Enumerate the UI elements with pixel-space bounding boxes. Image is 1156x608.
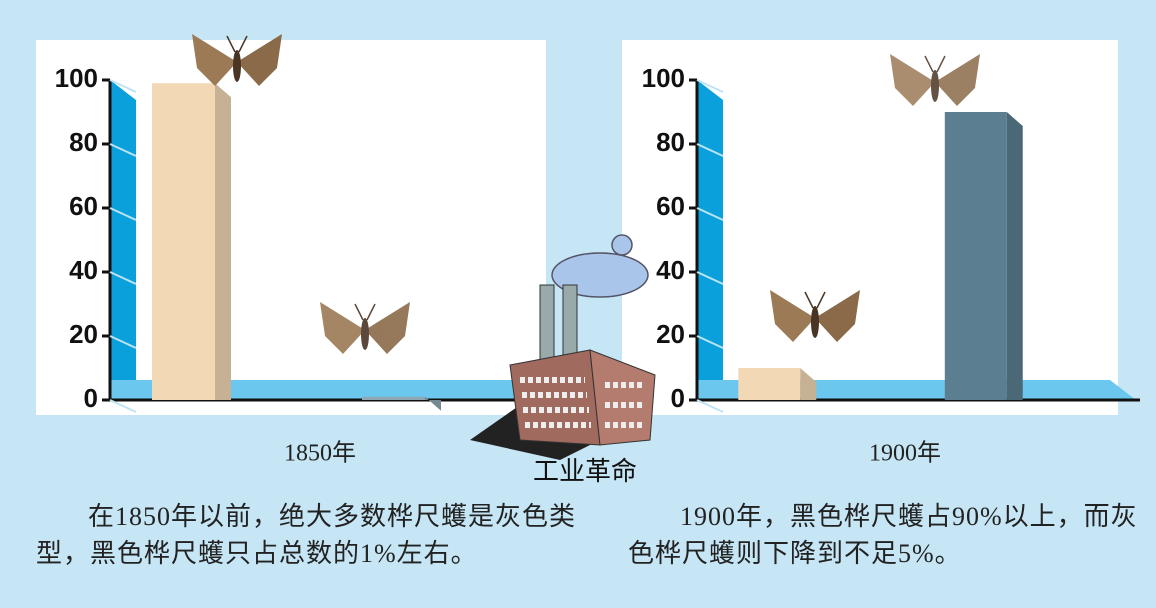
wall-tick bbox=[696, 143, 724, 157]
bar-side bbox=[425, 396, 441, 411]
y-tick-label: 60 bbox=[69, 191, 98, 221]
wall-tick bbox=[696, 207, 724, 221]
charts: 0 20 40 60 80 100 1850年 0 20 40 60 80 100 1900年 bbox=[55, 63, 1140, 467]
bar bbox=[362, 396, 425, 400]
y-tick-label: 40 bbox=[656, 255, 685, 285]
bar bbox=[152, 83, 215, 400]
axis-wall bbox=[697, 80, 723, 400]
wall-tick bbox=[696, 399, 724, 413]
y-tick-label: 40 bbox=[69, 255, 98, 285]
y-tick-label: 60 bbox=[656, 191, 685, 221]
caption: 工业革命 bbox=[533, 457, 637, 486]
y-tick-label: 100 bbox=[55, 63, 98, 93]
bar-side bbox=[215, 83, 231, 400]
y-tick-label: 80 bbox=[69, 127, 98, 157]
y-tick-label: 0 bbox=[84, 383, 98, 413]
y-tick-label: 20 bbox=[656, 319, 685, 349]
chart-title: 1850年 bbox=[284, 440, 356, 467]
bar-side bbox=[1006, 112, 1023, 400]
wall-tick bbox=[109, 271, 137, 285]
paragraph: 1900年，黑色桦尺蠖占90%以上，而灰色桦尺蠖则下降到不足5%。 bbox=[628, 502, 1138, 568]
y-tick-label: 100 bbox=[642, 63, 685, 93]
wall-tick bbox=[109, 79, 137, 93]
wall-tick bbox=[109, 207, 137, 221]
bar-side bbox=[800, 368, 817, 400]
chart-title: 1900年 bbox=[869, 440, 941, 467]
bar bbox=[944, 112, 1007, 400]
y-tick-label: 80 bbox=[656, 127, 685, 157]
wall-tick bbox=[696, 335, 724, 349]
factory-icon bbox=[470, 234, 656, 460]
axis-wall bbox=[110, 80, 136, 400]
y-tick-label: 0 bbox=[671, 383, 685, 413]
paragraph: 在1850年以前，绝大多数桦尺蠖是灰色类型，黑色桦尺蠖只占总数的1%左右。 bbox=[36, 502, 577, 568]
wall-tick bbox=[696, 271, 724, 285]
wall-tick bbox=[696, 79, 724, 93]
y-tick-label: 20 bbox=[69, 319, 98, 349]
wall-tick bbox=[109, 143, 137, 157]
bar bbox=[738, 368, 801, 400]
wall-tick bbox=[109, 399, 137, 413]
wall-tick bbox=[109, 335, 137, 349]
